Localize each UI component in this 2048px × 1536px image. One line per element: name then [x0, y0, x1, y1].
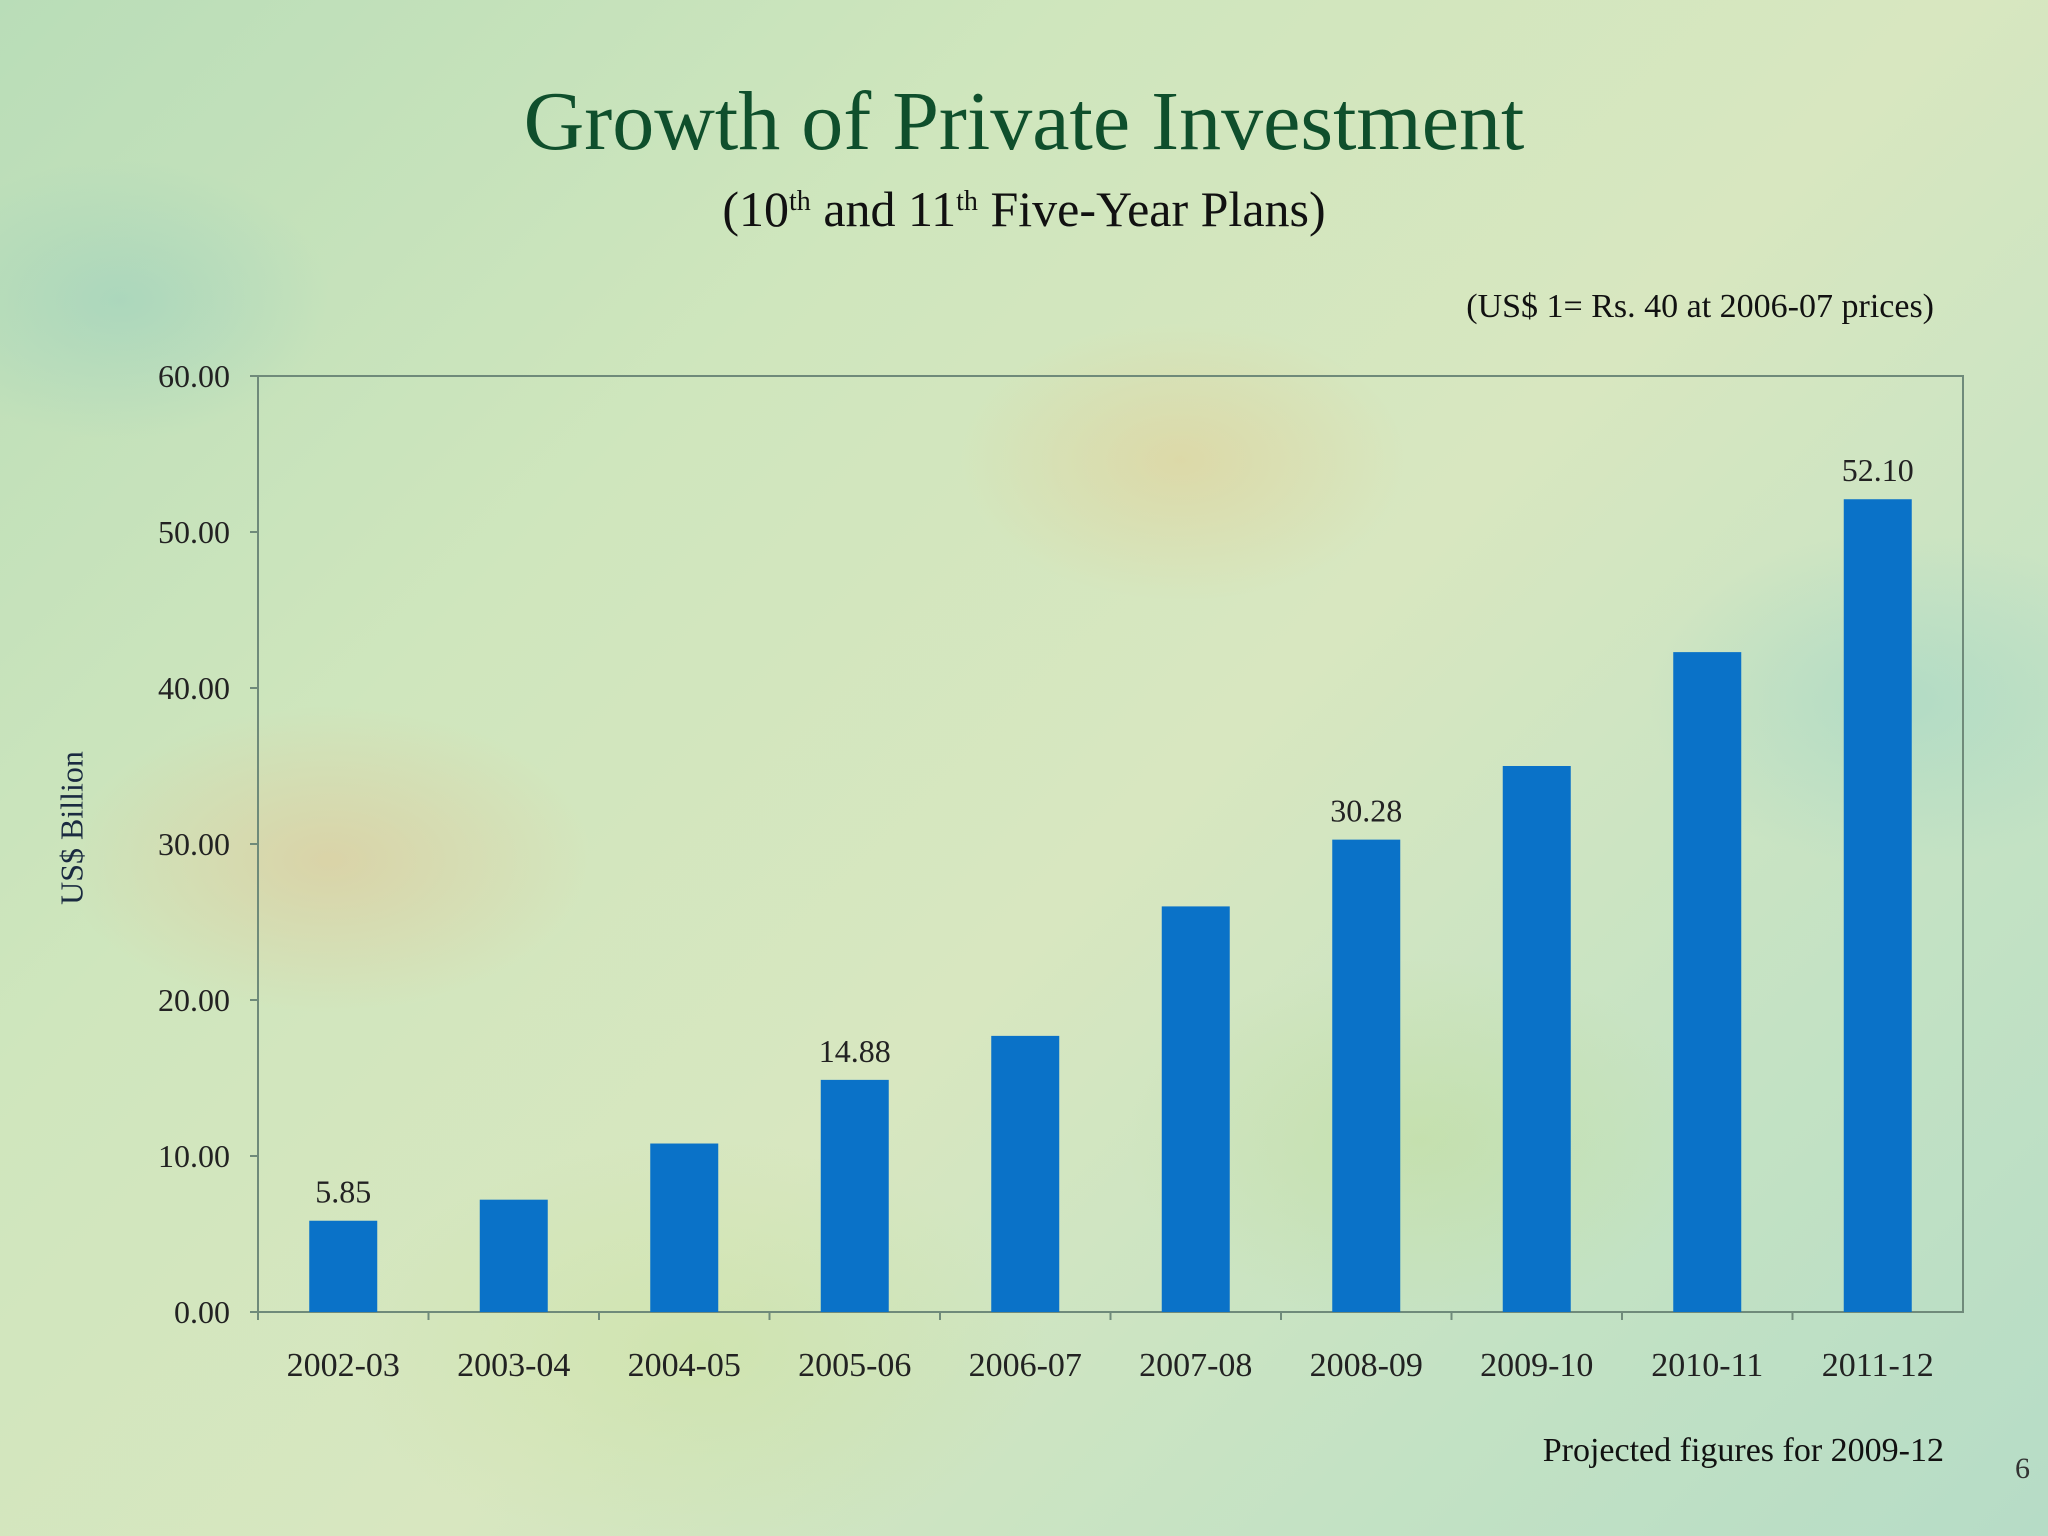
bar-series: 5.85 14.88 30.28 52.10	[309, 452, 1914, 1312]
projection-footnote: Projected figures for 2009-12	[1542, 1432, 1944, 1469]
y-tick-label: 0.00	[174, 1294, 230, 1330]
bar	[991, 1035, 1060, 1312]
page-number: 6	[2015, 1452, 2030, 1485]
chart-title: Growth of Private Investment	[523, 75, 1525, 168]
bar	[1843, 499, 1912, 1312]
chart-subtitle: (10th and 11th Five-Year Plans)	[0, 184, 2048, 234]
bar	[1673, 652, 1742, 1312]
y-axis: 0.00 10.00 20.00 30.00 40.00 50.00 60.00	[158, 358, 258, 1330]
bar-data-label: 52.10	[1842, 452, 1914, 488]
subtitle-superscript: th	[789, 186, 811, 217]
bar	[309, 1220, 378, 1312]
x-tick-label: 2007-08	[1139, 1347, 1252, 1384]
y-tick-label: 20.00	[158, 982, 230, 1018]
bar-data-label: 5.85	[315, 1174, 371, 1210]
subtitle-part: (10	[722, 181, 790, 237]
subtitle-part: Five-Year Plans)	[977, 181, 1326, 237]
x-axis: 2002-03 2003-04 2004-05 2005-06 2006-07 2007-…	[257, 1312, 1934, 1384]
bar	[1161, 906, 1230, 1312]
bar	[479, 1199, 548, 1312]
bar	[820, 1079, 889, 1312]
y-tick-label: 30.00	[158, 826, 230, 862]
y-tick-label: 40.00	[158, 670, 230, 706]
subtitle-part: and 11	[810, 181, 957, 237]
x-tick-label: 2005-06	[798, 1347, 911, 1384]
x-tick-label: 2009-10	[1480, 1347, 1593, 1384]
y-tick-label: 60.00	[158, 358, 230, 394]
x-tick-label: 2004-05	[628, 1347, 741, 1384]
bar-data-label: 14.88	[819, 1033, 891, 1069]
y-tick-label: 10.00	[158, 1138, 230, 1174]
bar-data-label: 30.28	[1330, 793, 1402, 829]
subtitle-superscript: th	[956, 186, 978, 217]
x-tick-label: 2008-09	[1310, 1347, 1423, 1384]
x-tick-label: 2003-04	[457, 1347, 570, 1384]
y-tick-label: 50.00	[158, 514, 230, 550]
x-tick-label: 2006-07	[969, 1347, 1082, 1384]
x-tick-label: 2011-12	[1822, 1347, 1934, 1384]
bar	[1332, 839, 1401, 1312]
bar	[650, 1143, 719, 1312]
bar	[1502, 766, 1571, 1312]
x-tick-label: 2002-03	[287, 1347, 400, 1384]
x-tick-label: 2010-11	[1651, 1347, 1763, 1384]
currency-note: (US$ 1= Rs. 40 at 2006-07 prices)	[1466, 288, 1934, 325]
